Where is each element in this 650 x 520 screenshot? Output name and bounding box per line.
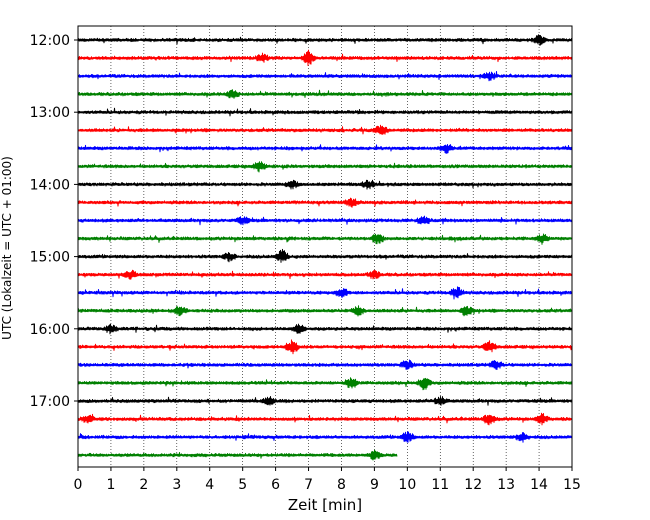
x-axis-ticks: 0 1 2 3 4 5 6 7 8 9 10 11 12 13 14 15 [74, 467, 581, 493]
trace-1330 [77, 144, 573, 154]
trace-1645 [77, 377, 573, 391]
trace-1230 [77, 71, 573, 82]
y-tick-label: 12:00 [30, 33, 70, 49]
trace-1345 [77, 161, 573, 173]
trace-1515 [77, 269, 573, 280]
x-tick-label: 13 [497, 477, 515, 493]
x-tick-label: 15 [563, 477, 581, 493]
trace-1615 [77, 339, 573, 355]
x-tick-label: 8 [337, 477, 346, 493]
y-tick-label: 16:00 [30, 322, 70, 338]
trace-1315 [77, 124, 573, 135]
trace-1215 [77, 49, 573, 66]
trace-1700 [77, 396, 573, 406]
x-tick-label: 4 [205, 477, 214, 493]
y-tick-label: 15:00 [30, 250, 70, 266]
y-axis-ticks: 12:00 13:00 14:00 15:00 16:00 17:00 [30, 33, 78, 410]
trace-1730 [77, 431, 573, 443]
trace-1400 [77, 179, 573, 190]
seismogram-traces [77, 34, 573, 461]
x-tick-label: 7 [304, 477, 313, 493]
x-tick-label: 11 [431, 477, 449, 493]
trace-1745 [77, 449, 398, 461]
x-tick-label: 2 [139, 477, 148, 493]
trace-1600 [77, 323, 573, 335]
trace-1630 [77, 359, 573, 370]
x-tick-label: 9 [370, 477, 379, 493]
trace-1530 [77, 286, 573, 300]
trace-1300 [77, 107, 573, 117]
trace-1415 [77, 197, 573, 208]
trace-1245 [77, 89, 573, 99]
y-tick-label: 13:00 [30, 105, 70, 121]
x-tick-label: 1 [106, 477, 115, 493]
x-axis-label: Zeit [min] [288, 496, 362, 514]
trace-1430 [77, 215, 573, 226]
trace-1500 [77, 248, 573, 263]
x-tick-label: 6 [271, 477, 280, 493]
x-tick-label: 0 [74, 477, 83, 493]
y-tick-label: 14:00 [30, 177, 70, 193]
x-tick-label: 12 [464, 477, 482, 493]
x-tick-label: 5 [238, 477, 247, 493]
x-tick-label: 10 [398, 477, 416, 493]
trace-1445 [77, 233, 573, 245]
trace-1200 [77, 34, 573, 46]
y-tick-label: 17:00 [30, 394, 70, 410]
y-axis-label: UTC (Lokalzeit = UTC + 01:00) [0, 156, 14, 340]
plot-frame [77, 25, 573, 468]
trace-1545 [77, 305, 573, 317]
x-tick-label: 14 [530, 477, 548, 493]
trace-1715 [77, 412, 573, 426]
x-tick-label: 3 [172, 477, 181, 493]
